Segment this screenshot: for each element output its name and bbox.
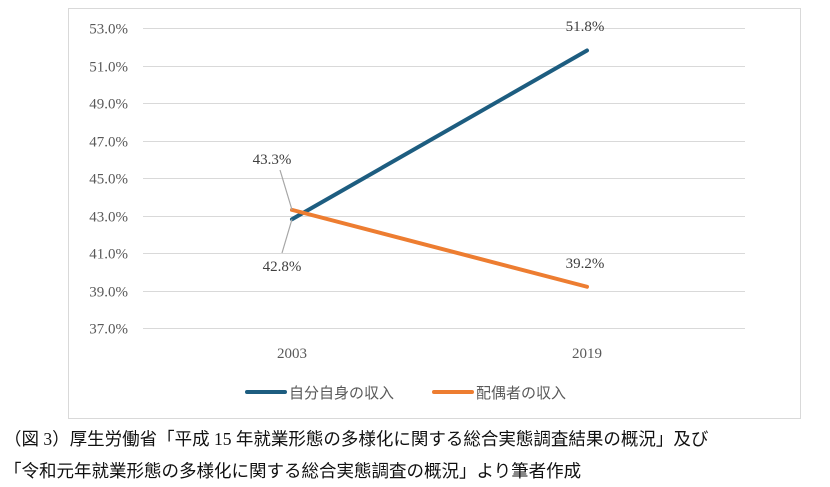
- x-tick-label: 2003: [277, 346, 307, 362]
- data-label-leader: [281, 219, 293, 254]
- series-line-1: [290, 48, 589, 222]
- figure-caption-line-1: （図 3）厚生労働省「平成 15 年就業形態の多様化に関する総合実態調査結果の概…: [4, 429, 709, 449]
- legend-label: 配偶者の収入: [476, 385, 566, 402]
- y-tick-label: 41.0%: [89, 247, 128, 263]
- y-tick-label: 43.0%: [89, 210, 128, 226]
- y-tick-label: 37.0%: [89, 322, 128, 338]
- chart-frame: [68, 8, 801, 419]
- y-tick-label: 45.0%: [89, 172, 128, 188]
- figure-caption-line-2: 「令和元年就業形態の多様化に関する総合実態調査の概況」より筆者作成: [4, 461, 582, 481]
- data-label: 39.2%: [566, 256, 605, 272]
- series-line-2: [290, 207, 589, 289]
- y-tick-label: 47.0%: [89, 135, 128, 151]
- y-tick-label: 49.0%: [89, 97, 128, 113]
- legend-label: 自分自身の収入: [289, 385, 394, 402]
- y-tick-label: 51.0%: [89, 60, 128, 76]
- x-tick-label: 2019: [572, 346, 602, 362]
- y-tick-label: 39.0%: [89, 285, 128, 301]
- y-tick-label: 53.0%: [89, 22, 128, 38]
- data-label: 51.8%: [566, 19, 605, 35]
- data-label: 43.3%: [253, 152, 292, 168]
- data-label: 42.8%: [263, 259, 302, 275]
- data-label-leader: [279, 169, 293, 211]
